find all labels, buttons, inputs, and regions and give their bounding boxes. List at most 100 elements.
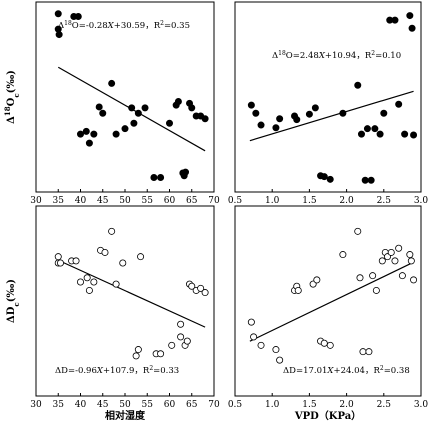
data-point	[252, 109, 260, 117]
data-point	[395, 100, 403, 108]
data-point	[157, 174, 165, 182]
x-tick-label: 0.5	[228, 196, 243, 206]
x-tick-label: 65	[186, 400, 198, 410]
data-point	[326, 341, 334, 349]
x-tick-label: 55	[142, 196, 154, 206]
x-tick-label: 1.0	[265, 196, 280, 206]
data-point	[406, 12, 414, 20]
y-axis-label: Δ18Oc(‰)	[3, 70, 21, 124]
data-point	[108, 227, 116, 235]
x-axis-label: 相对湿度	[105, 409, 146, 421]
x-tick-label: 1.5	[302, 400, 317, 410]
data-point	[188, 104, 196, 112]
data-point	[326, 175, 334, 183]
data-point	[112, 280, 120, 288]
regression-equation: ΔD=-0.96X+107.9，R2=0.33	[55, 365, 179, 377]
data-point	[320, 339, 328, 347]
data-point	[54, 10, 62, 18]
data-point	[201, 115, 209, 123]
plot-frame	[234, 205, 422, 397]
data-point	[182, 168, 190, 176]
data-point	[367, 176, 375, 184]
data-point	[54, 253, 62, 261]
data-point	[371, 125, 379, 133]
data-point	[247, 101, 255, 109]
data-point	[134, 109, 142, 117]
data-point	[128, 104, 136, 112]
data-point	[356, 274, 364, 282]
data-point	[272, 124, 280, 132]
data-point	[165, 119, 173, 127]
data-point	[99, 109, 107, 117]
data-point	[391, 16, 399, 24]
data-point	[339, 251, 347, 259]
data-point	[201, 289, 209, 297]
data-point	[112, 130, 120, 138]
data-point	[74, 12, 82, 20]
x-tick-label: 30	[30, 196, 42, 206]
data-point	[134, 346, 142, 354]
data-point	[354, 81, 362, 89]
regression-equation: Δ18O=-0.28X+30.59，R2=0.35	[58, 20, 190, 32]
x-tick-label: 40	[75, 400, 87, 410]
scatter-panel-1: 30 35 40 45 50 55 60 65 70 Δ18Oc(‰) Δ18O=-0.28X+30…	[3, 1, 220, 206]
x-tick-label: 70	[208, 196, 220, 206]
data-point	[101, 248, 109, 256]
data-point	[90, 278, 98, 286]
data-point	[311, 104, 319, 112]
data-point	[363, 125, 371, 133]
x-tick-label: 65	[186, 196, 198, 206]
data-point	[387, 248, 395, 256]
data-point	[150, 174, 158, 182]
data-point	[168, 341, 176, 349]
data-point	[177, 333, 185, 341]
scatter-panel-4: 0.5 1.0 1.5 2.0 2.5 3.0 VPD（KPa） ΔD=17.01X+24.0…	[228, 205, 428, 421]
trend-line	[249, 90, 414, 142]
x-axis-label: VPD（KPa）	[294, 409, 361, 421]
data-point	[357, 130, 365, 138]
data-point	[365, 348, 373, 356]
data-point	[119, 259, 127, 267]
data-point	[132, 352, 140, 360]
data-point	[77, 278, 85, 286]
data-point	[141, 104, 149, 112]
data-point	[157, 350, 165, 358]
data-point	[85, 139, 93, 147]
regression-equation: Δ18O=2.48X+10.94，R2=0.10	[272, 50, 401, 62]
data-point	[398, 272, 406, 280]
plot-frame	[234, 1, 422, 193]
x-tick-label: 1.0	[265, 400, 280, 410]
data-point	[369, 272, 377, 280]
x-tick-label: 50	[119, 400, 131, 410]
data-point	[376, 130, 384, 138]
data-point	[407, 257, 415, 265]
trend-line	[249, 261, 414, 342]
x-tick-label: 45	[97, 400, 109, 410]
data-point	[395, 244, 403, 252]
data-point	[401, 130, 409, 138]
scatter-panel-2: 0.5 1.0 1.5 2.0 2.5 3.0 Δ18O=2.48X+10.94，R2=0.…	[228, 1, 428, 206]
data-point	[177, 320, 185, 328]
data-point	[90, 130, 98, 138]
data-point	[247, 318, 255, 326]
x-tick-label: 70	[208, 400, 220, 410]
data-point	[108, 79, 116, 87]
data-point	[339, 109, 347, 117]
data-point	[408, 24, 416, 32]
data-point	[130, 119, 138, 127]
data-point	[305, 110, 313, 118]
scatter-panel-3: 30 35 40 45 50 55 60 65 70 ΔDc(‰) 相对湿度 ΔD=-0.96X+10…	[6, 205, 220, 421]
data-point	[197, 284, 205, 292]
data-point	[183, 337, 191, 345]
data-point	[410, 131, 418, 139]
data-point	[137, 253, 145, 261]
data-point	[320, 173, 328, 181]
x-tick-label: 2.5	[377, 400, 392, 410]
data-point	[406, 251, 414, 259]
x-tick-label: 0.5	[228, 400, 243, 410]
data-point	[372, 286, 380, 294]
data-point	[293, 116, 301, 124]
data-point	[359, 348, 367, 356]
x-tick-label: 30	[30, 400, 42, 410]
data-point	[250, 333, 258, 341]
